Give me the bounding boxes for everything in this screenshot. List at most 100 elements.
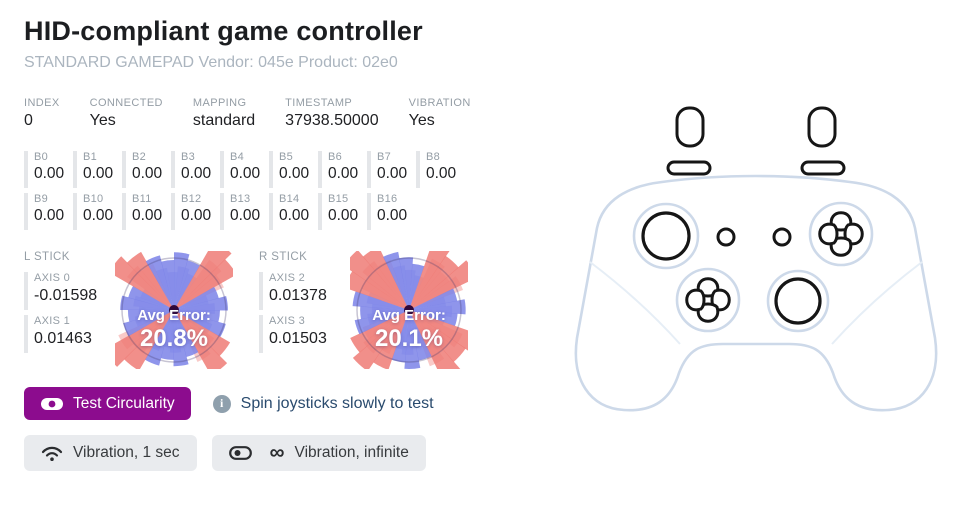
button-meter	[73, 151, 77, 188]
button-value: 0.00	[132, 165, 163, 182]
face-buttons-icon	[818, 211, 864, 257]
test-circularity-button[interactable]: Test Circularity	[24, 387, 191, 420]
info-icon: i	[212, 394, 231, 413]
button-meter	[171, 193, 175, 230]
right-stick-label: R STICK	[259, 251, 308, 263]
button-value: 0.00	[426, 165, 457, 182]
button-meter	[416, 151, 420, 188]
info-item-timestamp: TIMESTAMP 37938.50000	[285, 97, 378, 130]
axis-3-cell: AXIS 3 0.01503	[259, 315, 346, 355]
left-stick-label: L STICK	[24, 251, 70, 263]
info-label: TIMESTAMP	[285, 97, 353, 109]
axis-2-value: 0.01378	[269, 287, 327, 304]
button-meter	[318, 151, 322, 188]
button-label: B8	[426, 151, 441, 163]
controller-illustration	[560, 100, 952, 424]
button-value: 0.00	[279, 165, 310, 182]
button-value: 0.00	[377, 207, 408, 224]
button-meter	[122, 151, 126, 188]
button-cell-b5: B5 0.00	[269, 151, 318, 188]
vibration-infinite-button[interactable]: ∞ Vibration, infinite	[211, 435, 426, 471]
right-trigger-icon	[807, 106, 837, 148]
left-trigger-icon	[675, 106, 705, 148]
axis-1-cell: AXIS 1 0.01463	[24, 315, 111, 355]
left-seam	[589, 261, 681, 345]
button-meter	[367, 151, 371, 188]
axis-2-cell: AXIS 2 0.01378	[259, 272, 346, 312]
page-title: HID-compliant game controller	[24, 16, 423, 46]
button-cell-b9: B9 0.00	[24, 193, 73, 230]
controller-svg	[574, 106, 938, 412]
right-seam	[831, 261, 923, 345]
left-stick-icon	[641, 211, 691, 261]
gamepad-id-subtitle: STANDARD GAMEPAD Vendor: 045e Product: 0…	[24, 54, 398, 71]
button-row-2: B9 0.00 B10 0.00 B11 0.00 B12 0.00 B13 0.00 B14 0.0…	[24, 193, 955, 230]
left-bumper-icon	[666, 160, 712, 176]
left-circularity-wheel: Avg Error: 20.8%	[115, 251, 233, 369]
button-value: 0.00	[279, 207, 310, 224]
button-meter	[318, 193, 322, 230]
info-value: Yes	[408, 112, 435, 129]
info-item-mapping: MAPPING standard	[193, 97, 255, 130]
button-label: B6	[328, 151, 343, 163]
right-stick-block: R STICK AXIS 2 0.01378 AXIS 3 0.01503	[259, 251, 346, 369]
button-value: 0.00	[181, 165, 212, 182]
toggle-icon	[41, 397, 63, 410]
controller-body	[574, 174, 938, 412]
button-cell-b0: B0 0.00	[24, 151, 73, 188]
button-label: B5	[279, 151, 294, 163]
button-cell-b4: B4 0.00	[220, 151, 269, 188]
button-label: B16	[377, 193, 398, 205]
button-cell-b13: B13 0.00	[220, 193, 269, 230]
button-label: B4	[230, 151, 245, 163]
button-meter	[122, 193, 126, 230]
button-row-1: B0 0.00 B1 0.00 B2 0.00 B3 0.00 B4 0.00 B5 0.00 B6 0.…	[24, 151, 955, 188]
left-circularity-chart	[115, 251, 233, 369]
info-item-connected: CONNECTED Yes	[90, 97, 163, 130]
button-value: 0.00	[83, 207, 114, 224]
button-cell-b2: B2 0.00	[122, 151, 171, 188]
button-value: 0.00	[83, 165, 114, 182]
button-meter	[220, 193, 224, 230]
dpad-well	[675, 267, 741, 333]
button-meter	[24, 193, 28, 230]
right-bumper-icon	[800, 160, 846, 176]
axis-0-meter	[24, 272, 28, 310]
button-label: B3	[181, 151, 196, 163]
button-cell-b10: B10 0.00	[73, 193, 122, 230]
button-meter	[220, 151, 224, 188]
button-value: 0.00	[377, 165, 408, 182]
face-buttons-well	[808, 201, 874, 267]
axis-2-label: AXIS 2	[269, 272, 306, 284]
button-cell-b14: B14 0.00	[269, 193, 318, 230]
vibration-1sec-button[interactable]: Vibration, 1 sec	[24, 435, 197, 471]
vibration-signal-icon	[41, 446, 63, 461]
button-value: 0.00	[328, 207, 359, 224]
button-cell-b8: B8 0.00	[416, 151, 465, 188]
button-label: B14	[279, 193, 300, 205]
button-meter	[171, 151, 175, 188]
right-circularity-wheel: Avg Error: 20.1%	[350, 251, 468, 369]
hint-text: Spin joysticks slowly to test	[240, 394, 434, 412]
info-item-vibration: VIBRATION Yes	[409, 97, 471, 130]
button-label: B11	[132, 193, 152, 205]
info-item-index: INDEX 0	[24, 97, 60, 130]
info-label: MAPPING	[192, 97, 247, 109]
button-value: 0.00	[230, 165, 261, 182]
button-cell-b1: B1 0.00	[73, 151, 122, 188]
button-cell-b12: B12 0.00	[171, 193, 220, 230]
button-label: B2	[132, 151, 147, 163]
info-label: INDEX	[24, 97, 60, 109]
left-stick-block: L STICK AXIS 0 -0.01598 AXIS 1 0.01463	[24, 251, 111, 369]
button-cell-b11: B11 0.00	[122, 193, 171, 230]
button-meter	[269, 151, 273, 188]
button-meter	[367, 193, 371, 230]
button-value: 0.00	[34, 165, 65, 182]
axis-0-label: AXIS 0	[34, 272, 71, 284]
info-value: 0	[24, 112, 33, 129]
toggle-icon	[228, 446, 252, 460]
axis-2-meter	[259, 272, 263, 310]
gamepad-info-row: INDEX 0 CONNECTED Yes MAPPING standard TIMESTA…	[24, 97, 955, 130]
sticks-section: L STICK AXIS 0 -0.01598 AXIS 1 0.01463 A…	[24, 251, 955, 369]
button-label: B10	[83, 193, 104, 205]
